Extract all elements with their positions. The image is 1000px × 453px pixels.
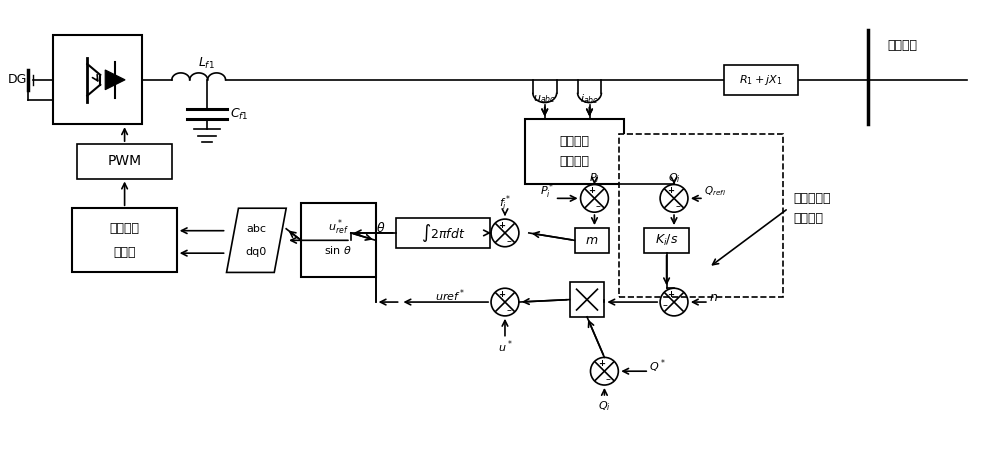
Polygon shape (105, 70, 125, 90)
Bar (644, 228, 689, 253)
Bar (575, 228, 609, 253)
Bar (301, 203, 376, 277)
Text: $Q_{refi}$: $Q_{refi}$ (704, 184, 726, 198)
Bar (570, 282, 604, 317)
Bar (619, 134, 783, 297)
Text: $\int 2\pi fdt$: $\int 2\pi fdt$ (421, 222, 465, 244)
Text: $\theta$: $\theta$ (376, 221, 386, 235)
Text: $u^*$: $u^*$ (498, 338, 512, 355)
Text: 公共母线: 公共母线 (888, 39, 918, 52)
Text: $\sin\,\theta$: $\sin\,\theta$ (324, 244, 352, 256)
Text: –: – (676, 201, 680, 211)
Text: 功率计算: 功率计算 (560, 135, 590, 148)
Text: +: + (668, 289, 675, 299)
Text: 下垂系数: 下垂系数 (793, 212, 823, 225)
Text: $Q_i$: $Q_i$ (598, 399, 611, 413)
Text: $u^*_{ref}$: $u^*_{ref}$ (328, 218, 349, 237)
Text: –: – (507, 305, 511, 315)
Text: 自适应调节: 自适应调节 (793, 192, 831, 205)
Text: +: + (498, 289, 505, 299)
Text: $Q^*$: $Q^*$ (649, 357, 666, 375)
Text: –: – (663, 300, 668, 310)
Text: $Q_i$: $Q_i$ (668, 172, 680, 185)
Text: $uref^*$: $uref^*$ (435, 288, 465, 304)
Text: $m$: $m$ (585, 234, 599, 247)
Text: $P_i^*$: $P_i^*$ (540, 182, 555, 201)
Bar (724, 65, 798, 95)
Bar (396, 218, 490, 248)
Text: $C_{f1}$: $C_{f1}$ (230, 107, 248, 122)
Text: +: + (498, 221, 505, 230)
Text: dq0: dq0 (246, 247, 267, 257)
Text: –: – (507, 236, 511, 246)
Text: –: – (596, 201, 601, 211)
Text: 电压电流: 电压电流 (110, 222, 140, 235)
Text: $R_1+jX_1$: $R_1+jX_1$ (739, 73, 783, 87)
Bar (525, 119, 624, 183)
Text: PWM: PWM (108, 154, 142, 169)
Text: $f_i^*$: $f_i^*$ (499, 193, 511, 213)
Text: –: – (606, 374, 611, 384)
Text: $n$: $n$ (709, 291, 718, 304)
Text: 双闭环: 双闭环 (113, 246, 136, 259)
Bar (52, 35, 142, 124)
Text: +: + (588, 186, 595, 195)
Bar (77, 144, 172, 178)
Text: $u_{abc}$: $u_{abc}$ (533, 94, 556, 106)
Text: abc: abc (246, 224, 266, 234)
Text: +: + (598, 359, 605, 368)
Text: DG: DG (8, 73, 27, 87)
Bar (72, 208, 177, 272)
Text: 低通滤波: 低通滤波 (560, 155, 590, 168)
Text: $K_i/s$: $K_i/s$ (655, 233, 678, 248)
Text: $L_{f1}$: $L_{f1}$ (198, 55, 215, 71)
Text: +: + (668, 186, 675, 195)
Text: $i_{abc}$: $i_{abc}$ (580, 93, 599, 106)
Text: $P_i$: $P_i$ (589, 172, 600, 185)
